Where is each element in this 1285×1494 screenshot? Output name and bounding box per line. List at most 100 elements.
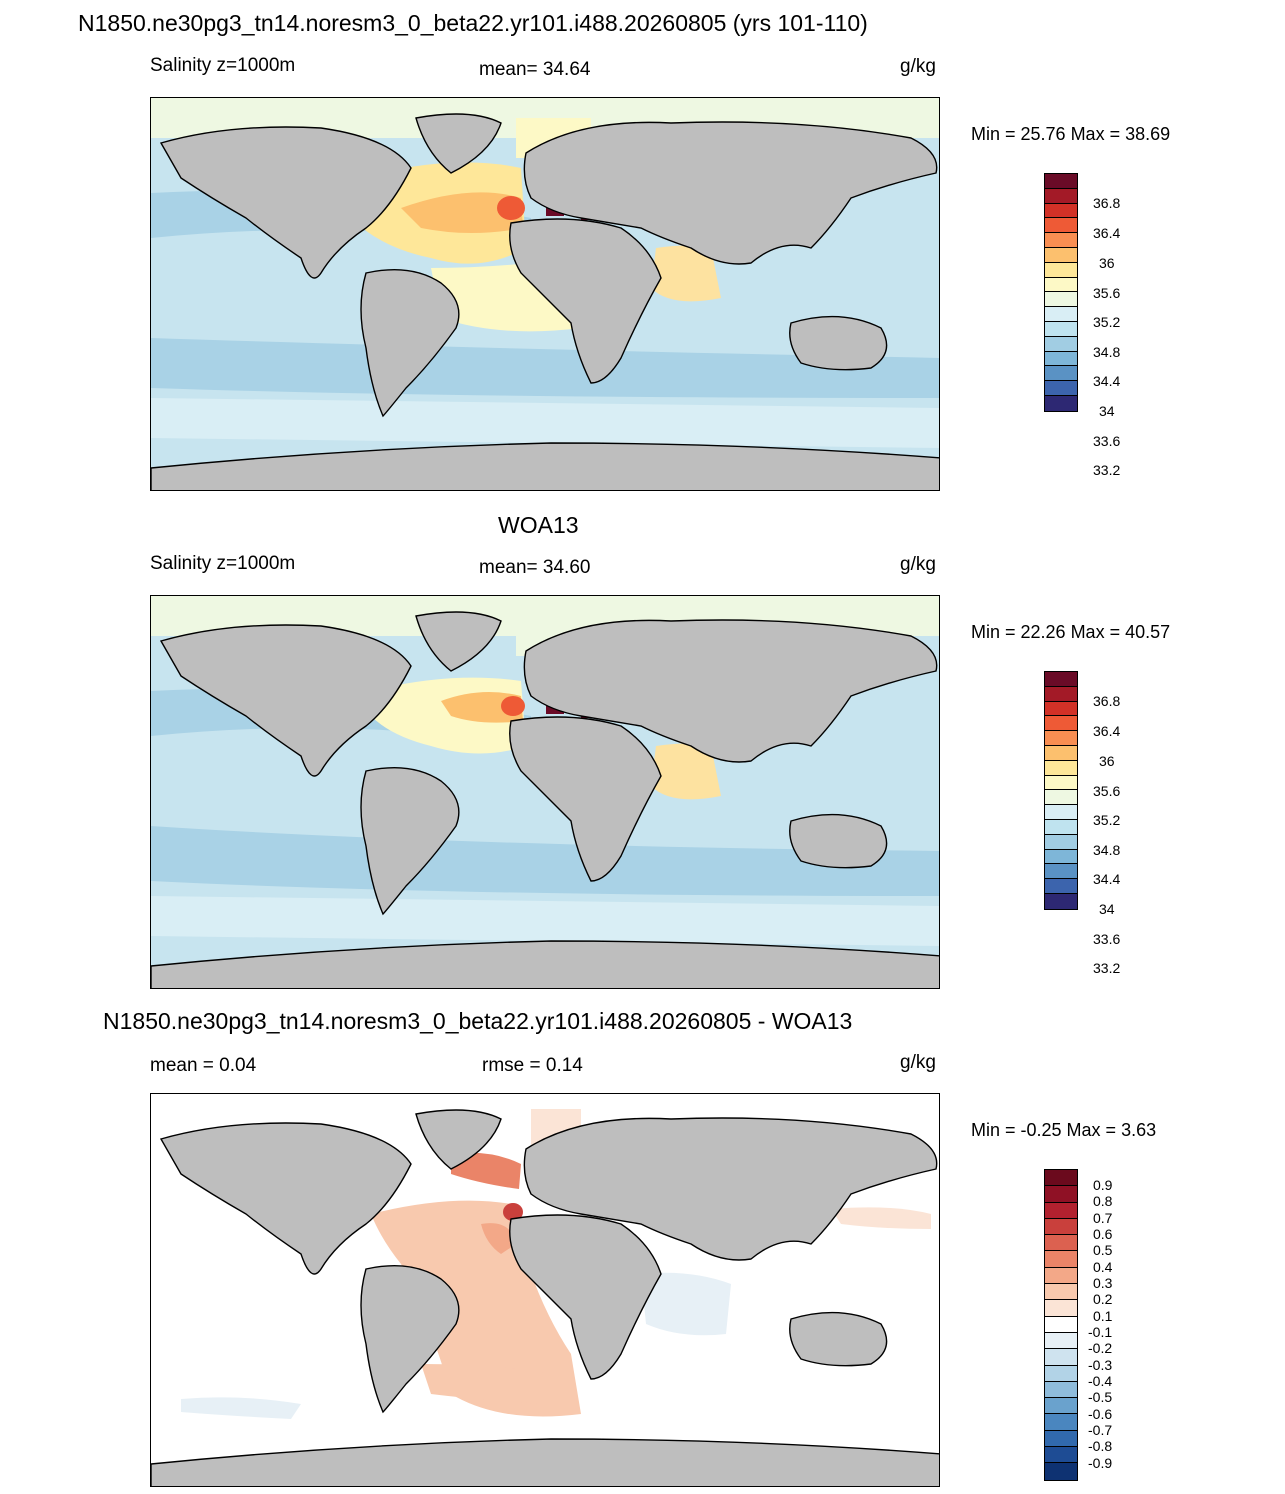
colorbar-swatch (1045, 790, 1077, 806)
colorbar-swatch (1045, 701, 1077, 717)
panel1-colorbar (1044, 173, 1078, 412)
colorbar-label: 36 (1099, 255, 1115, 271)
panel2-title: WOA13 (498, 512, 579, 538)
colorbar-label: -0.1 (1088, 1324, 1113, 1340)
panel1-map (150, 97, 940, 491)
panel3-minmax-label: Min = -0.25 Max = 3.63 (971, 1120, 1157, 1140)
panel3-rmse-label: rmse = 0.14 (482, 1055, 583, 1076)
colorbar-swatch (1045, 834, 1077, 850)
colorbar-swatch (1045, 174, 1077, 189)
colorbar-label: -0.5 (1088, 1389, 1113, 1405)
colorbar-swatch (1045, 233, 1077, 248)
colorbar-swatch (1045, 1300, 1077, 1317)
colorbar-swatch (1045, 686, 1077, 702)
colorbar-swatch (1045, 1284, 1077, 1301)
panel2-variable-label: Salinity z=1000m (150, 553, 296, 574)
colorbar-swatch (1045, 203, 1077, 219)
colorbar-swatch (1045, 351, 1077, 367)
colorbar-swatch (1045, 188, 1077, 204)
colorbar-label: 33.6 (1093, 931, 1121, 947)
colorbar-label: 34.8 (1093, 842, 1121, 858)
colorbar-swatch (1045, 1316, 1077, 1333)
panel3-units-label: g/kg (900, 1052, 936, 1073)
colorbar-label: 0.7 (1093, 1210, 1113, 1226)
colorbar-label: -0.7 (1088, 1422, 1113, 1438)
colorbar-swatch (1045, 864, 1077, 880)
colorbar-swatch (1045, 292, 1077, 308)
colorbar-label: 35.2 (1093, 314, 1121, 330)
colorbar-label: 0.9 (1093, 1177, 1113, 1193)
colorbar-swatch (1045, 1381, 1077, 1399)
colorbar-swatch (1045, 1398, 1077, 1415)
colorbar-label: -0.2 (1088, 1340, 1113, 1356)
colorbar-swatch (1045, 1414, 1077, 1431)
colorbar-swatch (1045, 336, 1077, 352)
panel1-minmax-label: Min = 25.76 Max = 38.69 (971, 124, 1171, 144)
colorbar-swatch (1045, 321, 1077, 337)
colorbar-swatch (1045, 307, 1077, 322)
colorbar-swatch (1045, 1349, 1077, 1366)
colorbar-swatch (1045, 745, 1077, 761)
colorbar-swatch (1045, 381, 1077, 396)
colorbar-swatch (1045, 893, 1077, 909)
panel2-map (150, 595, 940, 989)
panel2-units-label: g/kg (900, 554, 936, 575)
colorbar-swatch (1045, 1463, 1077, 1480)
colorbar-label: 36.8 (1093, 195, 1121, 211)
colorbar-swatch (1045, 775, 1077, 791)
colorbar-swatch (1045, 760, 1077, 776)
colorbar-swatch (1045, 849, 1077, 865)
colorbar-swatch (1045, 716, 1077, 732)
colorbar-label: 0.3 (1093, 1275, 1113, 1291)
main-title: N1850.ne30pg3_tn14.noresm3_0_beta22.yr10… (78, 10, 868, 36)
colorbar-label: 36.8 (1093, 693, 1121, 709)
colorbar-swatch (1045, 819, 1077, 835)
colorbar-label: 35.6 (1093, 285, 1121, 301)
colorbar-label: -0.4 (1088, 1373, 1113, 1389)
panel3-colorbar (1044, 1169, 1078, 1481)
colorbar-swatch (1045, 1447, 1077, 1464)
colorbar-label: 34.4 (1093, 373, 1121, 389)
colorbar-label: -0.3 (1088, 1357, 1113, 1373)
panel1-variable-label: Salinity z=1000m (150, 55, 296, 76)
panel3-mean-label: mean = 0.04 (150, 1055, 257, 1076)
colorbar-label: 36.4 (1093, 723, 1121, 739)
panel1-mean-label: mean= 34.64 (479, 59, 591, 80)
panel2-mean-label: mean= 34.60 (479, 557, 591, 578)
colorbar-swatch (1045, 366, 1077, 382)
colorbar-label: -0.6 (1088, 1406, 1113, 1422)
panel2-minmax-label: Min = 22.26 Max = 40.57 (971, 622, 1171, 642)
panel3-title: N1850.ne30pg3_tn14.noresm3_0_beta22.yr10… (103, 1008, 853, 1034)
colorbar-swatch (1045, 1186, 1077, 1203)
colorbar-swatch (1045, 672, 1077, 687)
colorbar-swatch (1045, 1365, 1077, 1382)
colorbar-label: 34 (1099, 403, 1115, 419)
colorbar-swatch (1045, 731, 1077, 746)
panel2-colorbar (1044, 671, 1078, 910)
colorbar-swatch (1045, 879, 1077, 894)
colorbar-swatch (1045, 1430, 1077, 1448)
colorbar-swatch (1045, 805, 1077, 820)
colorbar-label: 34 (1099, 901, 1115, 917)
colorbar-label: 0.5 (1093, 1242, 1113, 1258)
colorbar-label: -0.8 (1088, 1438, 1113, 1454)
colorbar-label: 33.6 (1093, 433, 1121, 449)
colorbar-label: 0.1 (1093, 1308, 1113, 1324)
colorbar-swatch (1045, 1218, 1077, 1236)
colorbar-label: -0.9 (1088, 1455, 1113, 1471)
colorbar-label: 33.2 (1093, 960, 1121, 976)
panel3-map (150, 1093, 940, 1487)
colorbar-label: 33.2 (1093, 462, 1121, 478)
colorbar-label: 36 (1099, 753, 1115, 769)
colorbar-swatch (1045, 277, 1077, 293)
colorbar-swatch (1045, 1251, 1077, 1268)
colorbar-label: 0.8 (1093, 1193, 1113, 1209)
colorbar-swatch (1045, 1235, 1077, 1252)
colorbar-label: 0.6 (1093, 1226, 1113, 1242)
colorbar-swatch (1045, 262, 1077, 278)
colorbar-label: 35.2 (1093, 812, 1121, 828)
colorbar-swatch (1045, 247, 1077, 263)
colorbar-swatch (1045, 1202, 1077, 1219)
colorbar-label: 34.8 (1093, 344, 1121, 360)
colorbar-label: 34.4 (1093, 871, 1121, 887)
